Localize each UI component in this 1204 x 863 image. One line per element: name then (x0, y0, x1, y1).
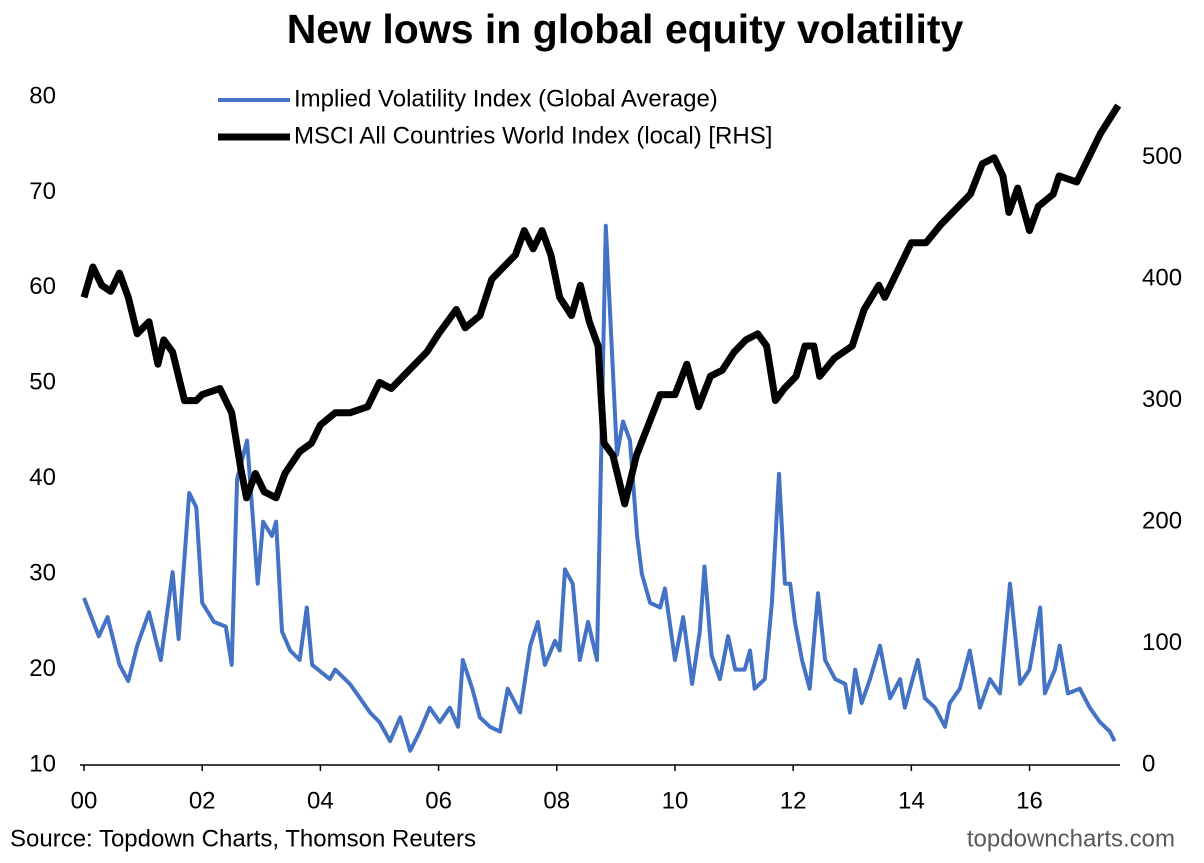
x-tick-label: 10 (662, 787, 689, 814)
legend-label: Implied Volatility Index (Global Average… (294, 85, 718, 112)
x-tick-label: 12 (780, 787, 807, 814)
y-tick-label: 40 (29, 464, 56, 491)
y-tick-label: 30 (29, 559, 56, 586)
y-tick-label: 80 (29, 82, 56, 109)
y-tick-label: 60 (29, 273, 56, 300)
source-note: Source: Topdown Charts, Thomson Reuters (10, 825, 476, 852)
y-tick-label: 20 (29, 655, 56, 682)
x-tick-label: 04 (307, 787, 334, 814)
chart-title: New lows in global equity volatility (287, 6, 964, 52)
y2-tick-label: 300 (1142, 386, 1182, 413)
legend-label: MSCI All Countries World Index (local) [… (294, 122, 772, 149)
y2-tick-label: 200 (1142, 507, 1182, 534)
watermark: topdowncharts.com (967, 825, 1175, 852)
x-tick-label: 08 (543, 787, 570, 814)
x-tick-label: 06 (425, 787, 452, 814)
x-tick-label: 02 (189, 787, 216, 814)
series-line (80, 103, 1122, 508)
y-tick-label: 10 (29, 750, 56, 777)
y2-tick-label: 100 (1142, 629, 1182, 656)
x-tick-label: 00 (71, 787, 98, 814)
y2-tick-label: 400 (1142, 265, 1182, 292)
y-tick-label: 70 (29, 178, 56, 205)
x-tick-label: 16 (1016, 787, 1043, 814)
x-tick-label: 14 (898, 787, 925, 814)
y2-tick-label: 500 (1142, 143, 1182, 170)
y2-tick-label: 0 (1142, 750, 1155, 777)
y-tick-label: 50 (29, 369, 56, 396)
series-line (82, 223, 1117, 753)
